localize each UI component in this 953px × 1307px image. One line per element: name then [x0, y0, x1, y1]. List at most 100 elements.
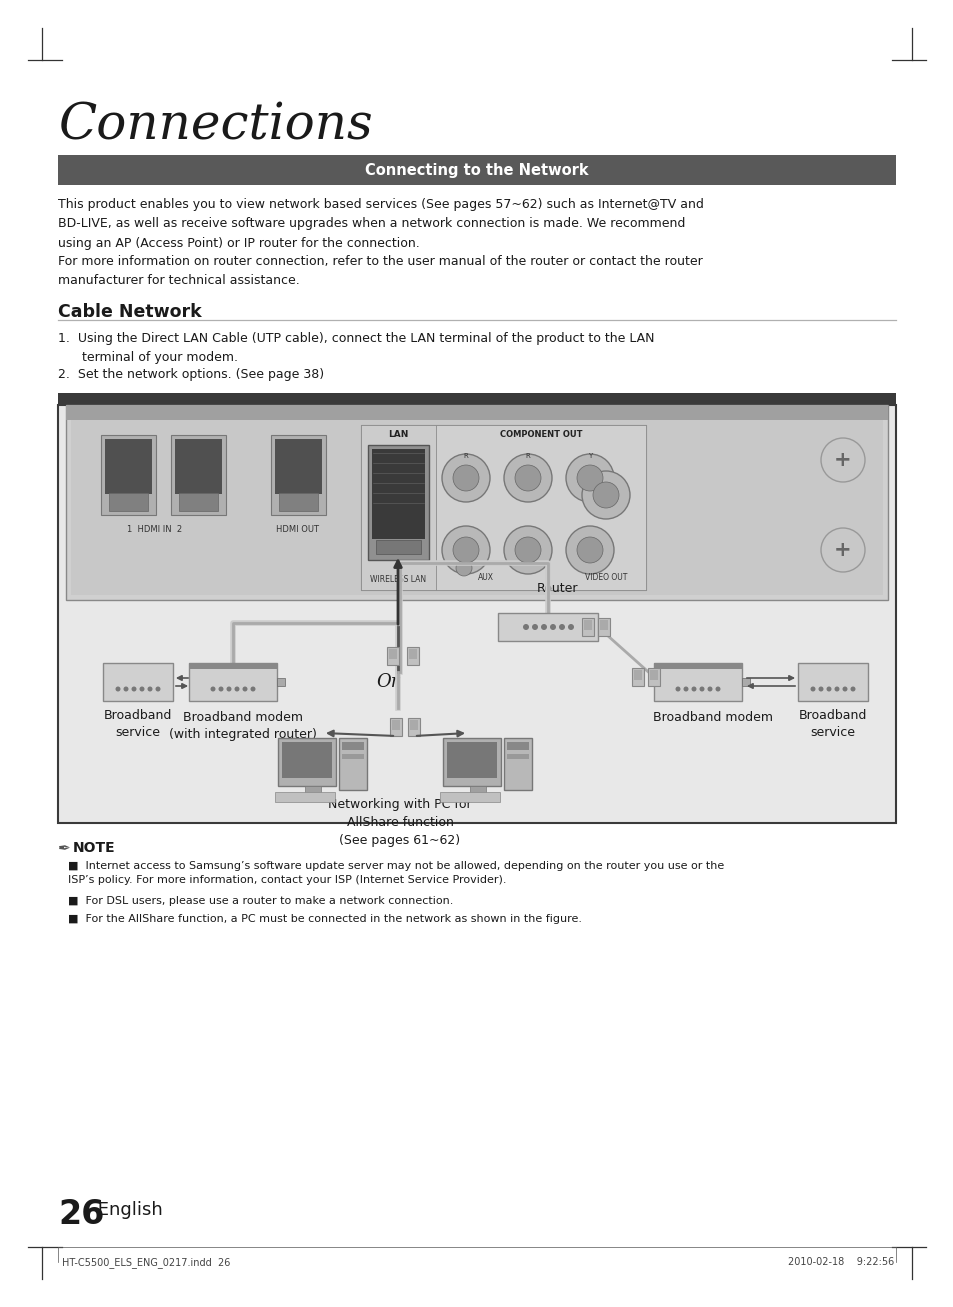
Bar [368, 444, 429, 559]
Circle shape [242, 686, 247, 691]
Bar [647, 668, 659, 686]
Circle shape [522, 623, 529, 630]
Text: Cable Network: Cable Network [58, 303, 201, 322]
Bar [459, 793, 496, 799]
Circle shape [226, 686, 232, 691]
Bar [360, 425, 645, 589]
Circle shape [850, 686, 855, 691]
Bar [341, 754, 364, 759]
Text: ■  For the AllShare function, a PC must be connected in the network as shown in : ■ For the AllShare function, a PC must b… [68, 914, 581, 924]
Bar [387, 647, 398, 665]
Circle shape [148, 686, 152, 691]
Bar [305, 786, 320, 793]
Circle shape [818, 686, 822, 691]
Text: NOTE: NOTE [73, 840, 115, 855]
Bar [497, 613, 598, 640]
Circle shape [834, 686, 839, 691]
Bar [278, 493, 317, 511]
Text: Broadband
service: Broadband service [798, 708, 866, 738]
Circle shape [234, 686, 239, 691]
Circle shape [821, 438, 864, 482]
Bar [58, 393, 895, 405]
Bar [360, 425, 436, 589]
Text: 1  HDMI IN  2: 1 HDMI IN 2 [128, 525, 182, 535]
Circle shape [691, 686, 696, 691]
Bar [470, 786, 485, 793]
Bar [634, 670, 641, 680]
Text: ■  Internet access to Samsung’s software update server may not be allowed, depen: ■ Internet access to Samsung’s software … [68, 861, 723, 885]
Circle shape [456, 559, 472, 576]
Text: Networking with PC for
AllShare function
(See pages 61~62): Networking with PC for AllShare function… [328, 799, 472, 847]
Text: R: R [463, 454, 468, 459]
Circle shape [682, 686, 688, 691]
Bar [447, 742, 497, 778]
Bar [171, 435, 226, 515]
Circle shape [699, 686, 703, 691]
Circle shape [715, 686, 720, 691]
Bar [407, 647, 418, 665]
Circle shape [515, 465, 540, 491]
Bar [276, 678, 285, 686]
Bar [66, 405, 887, 420]
Circle shape [567, 623, 574, 630]
Text: +: + [833, 540, 851, 559]
Bar [439, 792, 499, 802]
Text: AUX: AUX [477, 572, 494, 582]
Circle shape [707, 686, 712, 691]
Bar [294, 793, 331, 799]
Bar [598, 618, 609, 637]
Circle shape [218, 686, 223, 691]
Circle shape [577, 537, 602, 563]
Circle shape [821, 528, 864, 572]
Text: For more information on router connection, refer to the user manual of the route: For more information on router connectio… [58, 255, 702, 288]
Bar [341, 742, 364, 750]
Circle shape [515, 537, 540, 563]
Bar [392, 720, 399, 731]
Text: Broadband
service: Broadband service [104, 708, 172, 738]
Bar [442, 738, 500, 786]
Text: Router: Router [537, 582, 578, 595]
Bar [189, 663, 276, 701]
Text: 2010-02-18    9:22:56: 2010-02-18 9:22:56 [787, 1257, 893, 1266]
Bar [654, 663, 741, 701]
Circle shape [532, 623, 537, 630]
Bar [109, 493, 148, 511]
Text: 1.  Using the Direct LAN Cable (UTP cable), connect the LAN terminal of the prod: 1. Using the Direct LAN Cable (UTP cable… [58, 332, 654, 365]
Bar [649, 670, 658, 680]
Bar [274, 439, 322, 494]
Circle shape [251, 686, 255, 691]
Circle shape [155, 686, 160, 691]
Bar [174, 439, 222, 494]
Circle shape [503, 525, 552, 574]
Text: VIDEO OUT: VIDEO OUT [584, 572, 626, 582]
Bar [58, 405, 895, 823]
Bar [741, 678, 749, 686]
Bar [599, 620, 607, 630]
Text: COMPONENT OUT: COMPONENT OUT [499, 430, 581, 439]
Bar [189, 663, 276, 669]
Circle shape [115, 686, 120, 691]
Text: Broadband modem
(with integrated router): Broadband modem (with integrated router) [169, 711, 316, 741]
Bar [506, 754, 529, 759]
Bar [409, 650, 416, 659]
Text: ■  For DSL users, please use a router to make a network connection.: ■ For DSL users, please use a router to … [68, 897, 453, 906]
Bar [105, 439, 152, 494]
Circle shape [593, 482, 618, 508]
Circle shape [132, 686, 136, 691]
Text: ✒: ✒ [58, 840, 71, 856]
Text: Connections: Connections [58, 102, 373, 152]
Bar [58, 156, 895, 186]
Circle shape [841, 686, 846, 691]
Bar [581, 618, 594, 637]
Text: Broadband modem: Broadband modem [652, 711, 772, 724]
Bar [436, 425, 645, 589]
Bar [408, 718, 419, 736]
Circle shape [810, 686, 815, 691]
Circle shape [453, 465, 478, 491]
Bar [103, 663, 172, 701]
Circle shape [211, 686, 215, 691]
Text: HT-C5500_ELS_ENG_0217.indd  26: HT-C5500_ELS_ENG_0217.indd 26 [62, 1257, 230, 1268]
Bar [503, 738, 532, 789]
Circle shape [540, 623, 546, 630]
Text: R: R [525, 454, 530, 459]
